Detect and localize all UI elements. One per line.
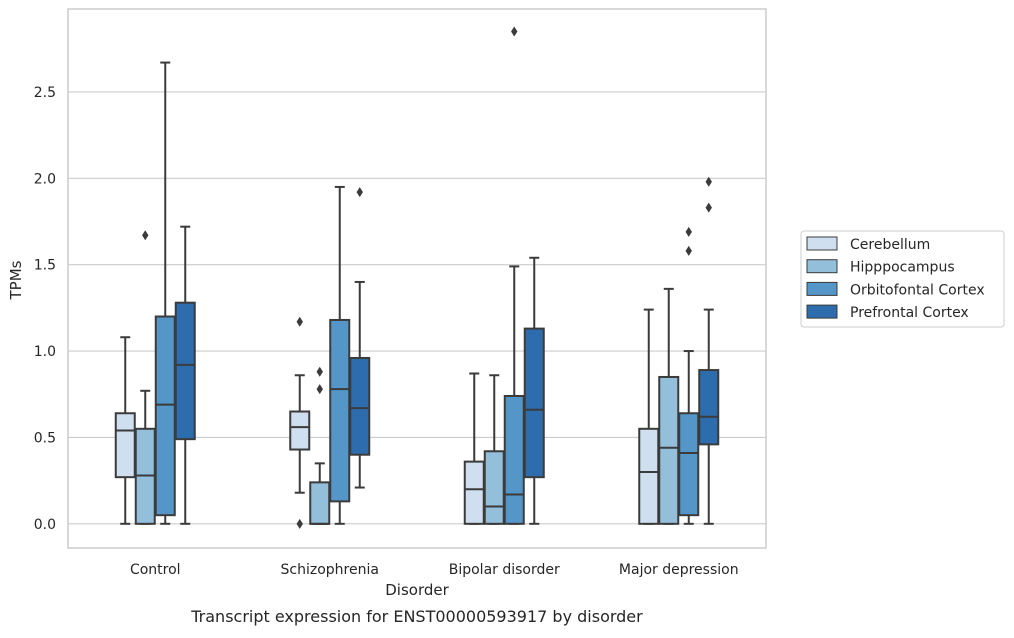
box-iqr: [329, 318, 351, 503]
x-tick-label: Control: [130, 562, 181, 578]
box-cerebellum: [463, 372, 485, 525]
outlier-point: [685, 226, 692, 237]
outlier-point: [296, 316, 303, 327]
outlier-point: [685, 245, 692, 256]
outlier-point: [316, 366, 323, 377]
box-group: [114, 26, 720, 529]
y-axis-label: TPMs: [7, 260, 25, 300]
box-cerebellum: [638, 308, 660, 525]
chart-caption: Transcript expression for ENST0000059391…: [190, 607, 643, 626]
legend-label: Orbitofontal Cortex: [850, 282, 985, 298]
box-iqr: [174, 301, 196, 441]
legend-swatch: [806, 236, 838, 251]
box-iqr: [483, 450, 505, 525]
box-iqr: [114, 412, 136, 479]
box-orbitofontal-cortex: [154, 61, 176, 525]
box-hipppocampus: [658, 287, 680, 525]
box-orbitofontal-cortex: [329, 185, 351, 525]
box-iqr: [349, 356, 371, 456]
box-hipppocampus: [309, 366, 331, 525]
y-tick-label: 0.5: [34, 430, 56, 446]
box-iqr: [698, 369, 720, 446]
outlier-point: [142, 230, 149, 241]
box-iqr: [658, 375, 680, 525]
box-iqr: [523, 327, 545, 479]
box-cerebellum: [289, 316, 311, 529]
box-prefrontal-cortex: [349, 187, 371, 489]
outlier-point: [316, 384, 323, 395]
y-tick-label: 1.5: [34, 258, 56, 274]
legend-label: Cerebellum: [850, 237, 930, 253]
box-cerebellum: [114, 336, 136, 525]
outlier-point: [705, 176, 712, 187]
x-axis-ticks: Control Schizophrenia Bipolar disorder Majo…: [130, 562, 739, 578]
box-iqr: [463, 460, 485, 525]
legend-label: Hipppocampus: [850, 260, 955, 276]
box-hipppocampus: [134, 230, 156, 525]
y-tick-label: 2.5: [34, 85, 56, 101]
y-tick-label: 1.0: [34, 344, 56, 360]
box-prefrontal-cortex: [174, 225, 196, 525]
legend-label: Prefrontal Cortex: [850, 305, 969, 321]
box-iqr: [289, 410, 311, 451]
x-tick-label: Schizophrenia: [281, 562, 379, 578]
outlier-point: [356, 187, 363, 198]
legend-swatch: [806, 281, 838, 296]
box-iqr: [678, 412, 700, 517]
y-tick-label: 2.0: [34, 171, 56, 187]
box-hipppocampus: [483, 374, 505, 525]
outlier-point: [511, 26, 518, 37]
box-orbitofontal-cortex: [678, 226, 700, 525]
box-prefrontal-cortex: [698, 176, 720, 525]
y-tick-label: 0.0: [34, 517, 56, 533]
box-prefrontal-cortex: [523, 256, 545, 525]
legend-frame: [800, 230, 1005, 328]
x-axis-label: Disorder: [385, 581, 449, 599]
box-iqr: [638, 427, 660, 525]
legend-swatch: [806, 304, 838, 319]
legend: Cerebellum Hipppocampus Orbitofontal Corte…: [800, 230, 1005, 328]
outlier-point: [705, 202, 712, 213]
x-tick-label: Bipolar disorder: [449, 562, 560, 578]
y-axis-ticks: 0.0 0.5 1.0 1.5 2.0 2.5: [34, 85, 56, 533]
outlier-point: [296, 518, 303, 529]
box-orbitofontal-cortex: [503, 26, 525, 525]
legend-swatch: [806, 259, 838, 274]
box-iqr: [309, 481, 331, 525]
box-iqr: [154, 315, 176, 517]
x-tick-label: Major depression: [619, 562, 739, 578]
plot-area-frame: [67, 8, 767, 549]
box-iqr: [503, 394, 525, 525]
